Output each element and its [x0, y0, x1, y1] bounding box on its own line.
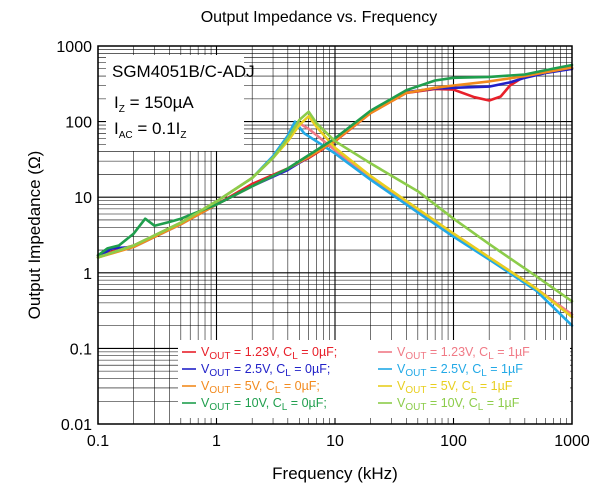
chart-title: Output Impedance vs. Frequency	[201, 9, 438, 26]
iac-main: I	[114, 119, 119, 138]
x-tick-label: 1	[212, 433, 221, 450]
legend-entry: VOUT = 5V, CL = 1µF	[397, 379, 513, 396]
x-tick-label: 100	[440, 433, 467, 450]
legend-background	[178, 340, 570, 418]
y-tick-label: 0.01	[61, 417, 92, 434]
series-lines	[96, 63, 574, 327]
legend-entry: VOUT = 2.5V, CL = 0µF;	[201, 362, 330, 379]
y-tick-label: 10	[74, 190, 92, 207]
iz-label: IZ = 150µA	[114, 93, 194, 115]
legend-entry: VOUT = 2.5V, CL = 1µF	[397, 362, 523, 379]
x-tick-label: 0.1	[87, 433, 109, 450]
legend: VOUT = 1.23V, CL = 0µF; VOUT = 1.23V, CL …	[178, 340, 570, 418]
legend-entry: VOUT = 10V, CL = 0µF;	[201, 396, 327, 413]
iac-sub: AC	[119, 130, 133, 141]
iz-sub: Z	[119, 104, 125, 115]
legend-entry: VOUT = 1.23V, CL = 0µF;	[201, 345, 337, 362]
legend-entry: VOUT = 10V, CL = 1µF	[397, 396, 520, 413]
series-line-7	[96, 63, 574, 257]
x-axis-label: Frequency (kHz)	[272, 464, 398, 483]
legend-entry: VOUT = 1.23V, CL = 1µF	[397, 345, 530, 362]
y-tick-label: 1000	[56, 39, 92, 56]
iz-main: I	[114, 93, 119, 112]
annotation-box: SGM4051B/C-ADJ IZ = 150µA IAC = 0.1IZ	[106, 55, 255, 151]
y-tick-label: 100	[65, 115, 92, 132]
series-line-8	[96, 110, 574, 303]
iac-value-sub: Z	[180, 130, 186, 141]
x-tick-label: 10	[326, 433, 344, 450]
plot-area-border	[97, 45, 573, 425]
x-tick-label: 1000	[554, 433, 590, 450]
y-axis-label: Output Impedance (Ω)	[25, 151, 44, 320]
device-label: SGM4051B/C-ADJ	[112, 62, 255, 81]
y-tick-label: 0.1	[70, 341, 92, 358]
y-tick-label: 1	[83, 266, 92, 283]
iz-value: = 150µA	[125, 93, 195, 112]
legend-entry: VOUT = 5V, CL = 0µF;	[201, 379, 320, 396]
iac-value: = 0.1I	[133, 119, 181, 138]
annotation-background	[106, 55, 244, 151]
iac-label: IAC = 0.1IZ	[114, 119, 186, 141]
